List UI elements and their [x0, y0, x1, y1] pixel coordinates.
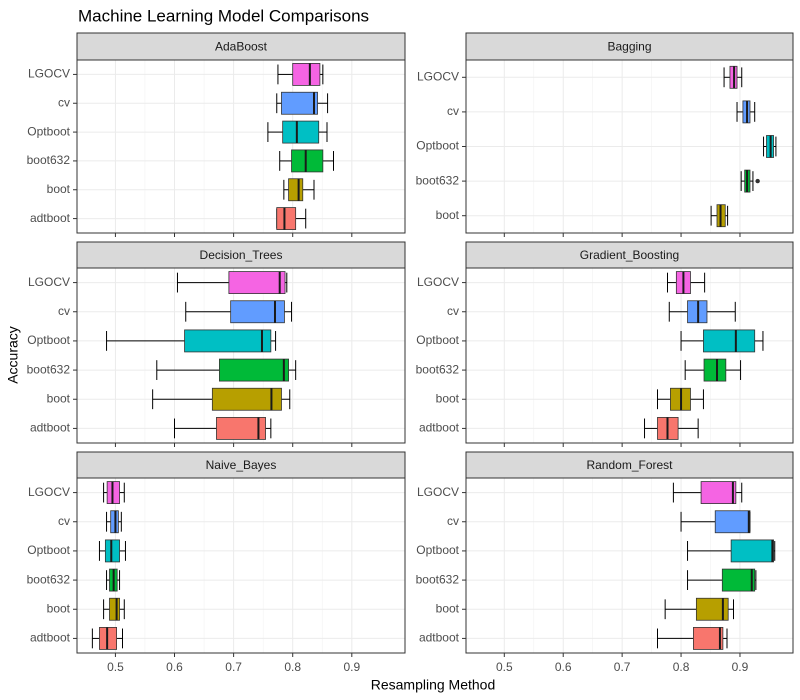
strip — [76, 32, 406, 61]
x-tick-label: 0.7 — [614, 660, 631, 674]
y-tick-label: LGOCV — [417, 69, 459, 83]
y-tick-label: cv — [58, 95, 70, 109]
box — [281, 91, 318, 115]
chart-title: Machine Learning Model Comparisons — [78, 6, 369, 25]
y-tick-label: boot — [436, 601, 460, 615]
y-tick-label: boot632 — [27, 153, 71, 167]
panel-background — [466, 478, 793, 653]
x-axis-label: Resampling Method — [371, 677, 496, 693]
box — [211, 387, 282, 411]
box — [703, 358, 727, 382]
x-tick-label: 0.8 — [284, 660, 301, 674]
y-tick-label: adtboot — [419, 631, 460, 645]
y-tick-label: Optboot — [416, 333, 459, 347]
box — [714, 510, 751, 534]
y-tick-label: boot632 — [27, 362, 71, 376]
box — [292, 63, 321, 86]
x-tick-label: 0.7 — [225, 660, 242, 674]
box — [291, 149, 324, 173]
panel-background — [77, 268, 405, 443]
box — [276, 207, 297, 230]
x-tick-label: 0.9 — [732, 660, 749, 674]
x-tick-label: 0.9 — [343, 660, 360, 674]
box — [700, 481, 737, 504]
box — [104, 539, 120, 563]
y-tick-label: boot — [47, 182, 71, 196]
box — [721, 568, 756, 592]
x-tick-label: 0.6 — [555, 660, 572, 674]
y-tick-label: Optboot — [416, 139, 459, 153]
y-tick-label: boot — [436, 391, 460, 405]
strip — [465, 32, 794, 61]
strip-label: Naive_Bayes — [206, 458, 277, 472]
box — [693, 627, 724, 650]
strip-label: Decision_Trees — [200, 248, 283, 262]
box — [703, 329, 756, 353]
strip — [76, 451, 406, 479]
y-tick-label: adtboot — [30, 631, 71, 645]
y-tick-label: boot632 — [416, 572, 460, 586]
y-tick-label: cv — [447, 514, 459, 528]
x-tick-label: 0.8 — [673, 660, 690, 674]
y-tick-label: boot632 — [416, 362, 460, 376]
x-tick-label: 0.5 — [496, 660, 513, 674]
y-tick-label: Optboot — [416, 543, 459, 557]
strip — [465, 451, 794, 479]
panel-background — [77, 478, 405, 653]
y-tick-label: cv — [447, 304, 459, 318]
y-tick-label: LGOCV — [417, 485, 459, 499]
y-tick-label: LGOCV — [28, 485, 70, 499]
y-tick-label: adtboot — [419, 421, 460, 435]
y-tick-label: boot — [47, 601, 71, 615]
y-tick-label: boot632 — [27, 572, 71, 586]
y-axis-label: Accuracy — [5, 326, 21, 384]
y-tick-label: boot632 — [416, 173, 460, 187]
y-tick-label: LGOCV — [28, 67, 70, 81]
box — [184, 329, 272, 353]
strip — [76, 241, 406, 269]
y-tick-label: boot — [47, 391, 71, 405]
strip-label: Bagging — [607, 40, 651, 54]
y-tick-label: LGOCV — [28, 275, 70, 289]
box — [219, 358, 289, 382]
box — [282, 120, 320, 144]
x-tick-label: 0.6 — [166, 660, 183, 674]
x-tick-label: 0.5 — [107, 660, 124, 674]
box — [730, 539, 774, 563]
strip-label: Gradient_Boosting — [580, 248, 679, 262]
y-tick-label: cv — [58, 304, 70, 318]
y-tick-label: adtboot — [30, 421, 71, 435]
y-tick-label: cv — [447, 104, 459, 118]
outlier — [755, 178, 760, 184]
box — [228, 271, 286, 294]
box — [288, 178, 304, 202]
y-tick-label: cv — [58, 514, 70, 528]
box — [695, 597, 729, 621]
y-tick-label: LGOCV — [417, 275, 459, 289]
y-tick-label: Optboot — [27, 333, 70, 347]
box — [216, 417, 266, 440]
box — [109, 597, 120, 621]
y-tick-label: Optboot — [27, 124, 70, 138]
y-tick-label: Optboot — [27, 543, 70, 557]
strip-label: Random_Forest — [586, 458, 673, 472]
panel-background — [466, 268, 793, 443]
strip-label: AdaBoost — [215, 40, 268, 54]
box — [230, 300, 285, 324]
y-tick-label: boot — [436, 208, 460, 222]
panel-background — [77, 60, 405, 233]
strip — [465, 241, 794, 269]
y-tick-label: adtboot — [30, 211, 71, 225]
